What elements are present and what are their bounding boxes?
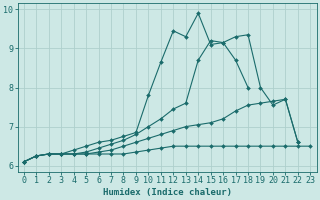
X-axis label: Humidex (Indice chaleur): Humidex (Indice chaleur)	[103, 188, 232, 197]
